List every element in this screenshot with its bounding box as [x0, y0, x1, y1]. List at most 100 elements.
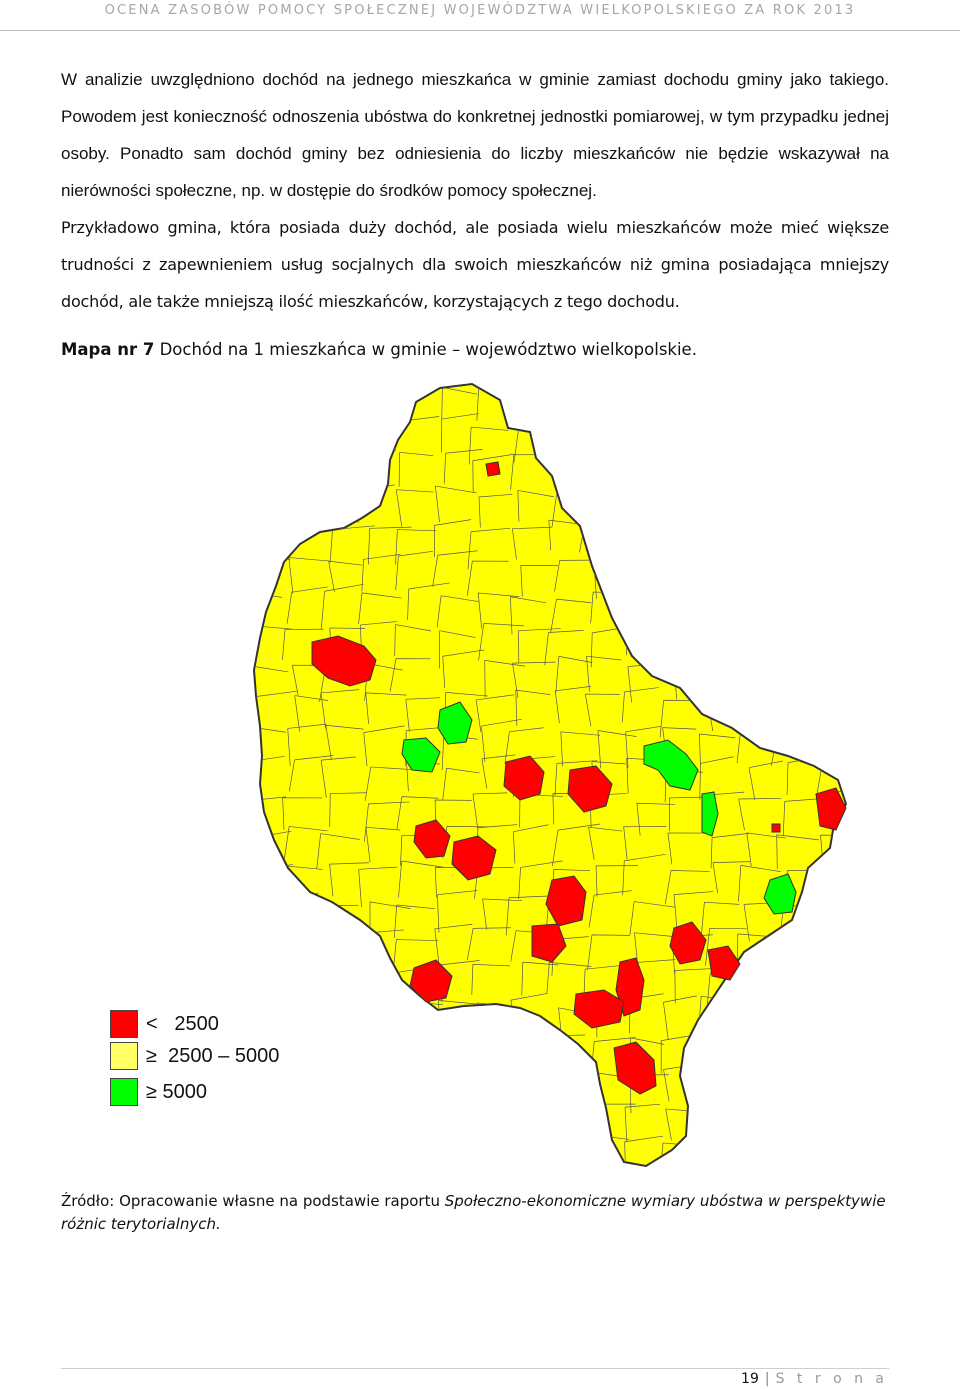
gmina-high-2 — [401, 737, 441, 773]
gmina-border-line — [326, 488, 366, 520]
page-word: S t r o n a — [775, 1371, 888, 1387]
gmina-border-line — [437, 890, 478, 933]
gmina-border-line — [669, 796, 704, 831]
gmina-border-line — [621, 687, 659, 723]
gmina-border-line — [357, 970, 394, 1004]
gmina-low-3 — [567, 765, 613, 813]
gmina-border-line — [472, 792, 508, 830]
gmina-border-line — [554, 685, 592, 724]
gmina-border-line — [711, 523, 755, 554]
gmina-border-line — [585, 488, 624, 527]
gmina-border-line — [783, 586, 822, 625]
gmina-border-line — [468, 426, 509, 465]
region-outline — [252, 382, 848, 1168]
gmina-border-line — [294, 695, 328, 732]
legend-swatch-mid — [110, 1042, 138, 1070]
voivodeship-shape — [252, 382, 848, 1168]
gmina-border-line — [697, 561, 744, 593]
gmina-border-line — [859, 1132, 860, 1165]
gmina-border-line — [781, 1065, 816, 1110]
gmina-border-line — [467, 527, 511, 570]
gmina-border-line — [586, 655, 622, 692]
gmina-border-line — [365, 692, 407, 724]
gmina-border-line — [741, 1033, 784, 1068]
gmina-border-line — [745, 961, 781, 993]
gmina-border-line — [626, 623, 665, 656]
gmina-border-line — [811, 889, 846, 931]
gmina-border-line — [546, 962, 592, 994]
gmina-border-line — [517, 1137, 552, 1166]
gmina-low-16 — [771, 823, 781, 833]
gmina-border-line — [737, 1172, 779, 1180]
gmina-border-line — [483, 1105, 523, 1141]
gmina-border-line — [738, 865, 781, 902]
gmina-border-line — [847, 1000, 860, 1039]
gmina-border-line — [325, 928, 369, 964]
source-prefix: Źródło: Opracowanie własne na podstawie … — [61, 1192, 445, 1210]
gmina-border-line — [322, 965, 356, 1001]
gmina-border-line — [254, 1142, 293, 1166]
gmina-low-7 — [531, 923, 567, 963]
gmina-border-line — [629, 901, 676, 936]
gmina-border-line — [432, 550, 478, 587]
gmina-border-line — [855, 821, 860, 859]
gmina-border-line — [673, 891, 714, 931]
gmina-border-line — [434, 485, 477, 523]
paragraph-example: Przykładowo gmina, która posiada duży do… — [61, 218, 889, 311]
gmina-border-line — [320, 689, 360, 729]
gmina-border-line — [852, 869, 860, 906]
gmina-border-line — [784, 1032, 826, 1070]
gmina-border-line — [358, 866, 398, 908]
legend-item-mid: ≥ 2500 – 5000 — [110, 1042, 370, 1070]
gmina-border-line — [394, 624, 432, 656]
gmina-border-line — [743, 485, 785, 523]
gmina-border-line — [819, 554, 846, 592]
gmina-border-line — [705, 1041, 743, 1078]
gmina-border-line — [585, 454, 621, 493]
gmina-border-line — [624, 1103, 660, 1142]
gmina-border-line — [254, 929, 282, 968]
gmina-border-line — [254, 456, 290, 494]
gmina-border-line — [811, 724, 846, 757]
legend-label-low: < 2500 — [146, 1013, 219, 1035]
source-note: Źródło: Opracowanie własne na podstawie … — [61, 1190, 889, 1236]
gmina-border-line — [850, 624, 860, 668]
gmina-border-line — [507, 1172, 549, 1180]
gmina-border-line — [699, 1142, 737, 1166]
gmina-border-line — [322, 1100, 360, 1140]
gmina-border-line — [622, 853, 666, 896]
gmina-low-8 — [409, 959, 453, 1003]
gmina-border-line — [329, 525, 375, 563]
gmina-border-line — [823, 1060, 846, 1101]
gmina-border-line — [849, 557, 860, 599]
page-footer: 19 | S t r o n a — [741, 1371, 888, 1387]
gmina-border-line — [701, 901, 740, 936]
gmina-border-line — [819, 623, 846, 660]
gmina-border-line — [741, 649, 780, 694]
gmina-border-line — [853, 761, 860, 801]
gmina-border-line — [853, 1075, 860, 1111]
gmina-border-line — [820, 931, 846, 965]
gmina-border-line — [559, 463, 597, 497]
gmina-border-line — [364, 766, 413, 801]
gmina-border-line — [510, 596, 547, 635]
gmina-border-line — [434, 1029, 469, 1061]
gmina-border-line — [330, 452, 368, 489]
gmina-border-line — [550, 598, 592, 632]
gmina-border-line — [441, 387, 478, 420]
gmina-border-line — [365, 1137, 406, 1166]
gmina-border-line — [664, 870, 710, 904]
gmina-border-line — [441, 413, 479, 453]
gmina-border-line — [254, 497, 290, 529]
high-income-gminas — [401, 701, 797, 915]
gmina-border-line — [428, 1138, 473, 1166]
gmina-border-line — [395, 529, 437, 565]
gmina-border-line — [853, 894, 860, 926]
gmina-border-line — [512, 661, 556, 698]
gmina-border-line — [254, 725, 286, 757]
gmina-border-line — [854, 729, 860, 764]
gmina-border-line — [396, 1106, 436, 1138]
gmina-low-13 — [573, 989, 625, 1029]
gmina-border-line — [287, 932, 327, 969]
gmina-border-line — [329, 792, 367, 827]
